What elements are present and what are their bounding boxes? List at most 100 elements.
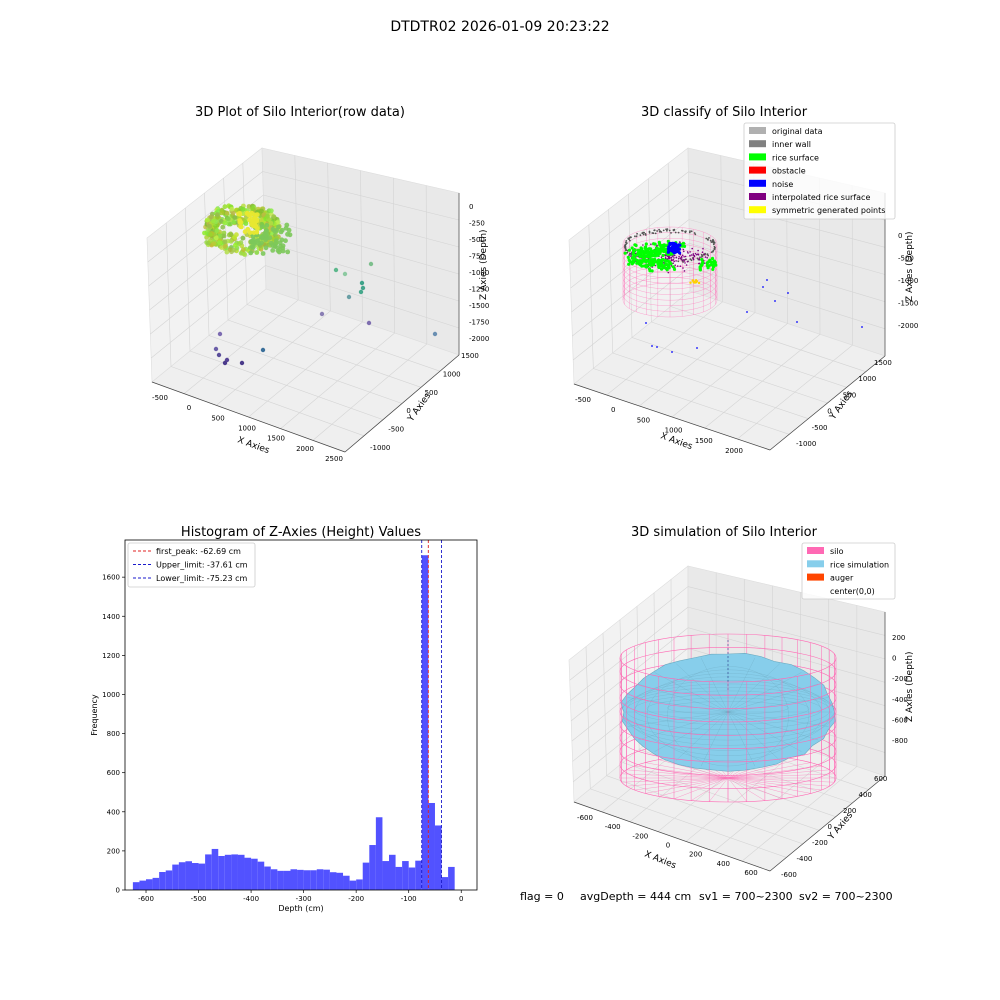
interpolated-point (682, 267, 684, 269)
panel2-legend-frame (743, 122, 896, 220)
panel2-z-tick-labels: 0 -500 -1000 -1500 -2000 (898, 232, 918, 330)
histogram-bar (132, 882, 140, 890)
raw-point (260, 251, 266, 256)
rice-surface-point (711, 265, 716, 269)
tick-label: 200 (689, 851, 702, 859)
inner-wall-point (643, 231, 645, 234)
noise-point (796, 321, 798, 323)
inner-wall-point (705, 237, 708, 240)
raw-point (268, 208, 274, 214)
tick-label: -1000 (898, 277, 918, 285)
tick-label: -600 (892, 716, 908, 724)
x-tick-label: -200 (348, 895, 364, 903)
tick-label: -2000 (898, 322, 918, 330)
histogram-bars (132, 555, 455, 890)
panel4-legend-frame (801, 542, 896, 600)
histogram-bar (152, 877, 160, 890)
rice-surface-point (664, 262, 668, 266)
tick-label: 1000 (858, 375, 876, 383)
inner-wall-point (626, 251, 629, 254)
tick-label: -500 (898, 255, 914, 263)
tick-label: 0 (898, 232, 902, 240)
rice-surface-point (631, 252, 635, 256)
raw-point (285, 249, 291, 255)
grid-line (312, 343, 428, 441)
inner-wall-point (642, 233, 645, 236)
y-tick-label: 200 (107, 847, 120, 855)
panel2-legend: original data inner wall rice surface obsta… (743, 122, 896, 220)
raw-point (252, 216, 257, 221)
noise-point (676, 245, 680, 249)
rice-surface-point (638, 259, 643, 263)
interpolated-point (673, 257, 675, 259)
interpolated-point (680, 256, 683, 259)
interpolated-point (679, 257, 682, 259)
x-axis-line (151, 381, 346, 453)
rice-surface-point (709, 260, 714, 264)
raw-point (208, 238, 213, 244)
interpolated-point (703, 253, 706, 256)
panel4-legend-items: silo rice simulation auger center(0,0) (807, 547, 889, 596)
x-axis-line (573, 801, 771, 872)
rice-surface-point (631, 260, 636, 264)
histogram-x-axis-label: Depth (cm) (278, 904, 323, 913)
raw-point (244, 210, 250, 216)
rice-surface-point (662, 243, 666, 247)
silo-floor-spoke (621, 773, 729, 779)
noise-point (213, 346, 219, 352)
interpolated-point (676, 265, 679, 267)
rice-surface-point (699, 263, 703, 267)
grid-line (570, 606, 689, 701)
rice-surface-point (665, 268, 669, 272)
silo-floor-spoke (690, 777, 729, 801)
silo-floor-spoke (727, 777, 830, 787)
histogram-x-ticks: -600 -500 -400 -300 -200 -100 0 (138, 890, 463, 903)
raw-point (202, 230, 207, 236)
noise-point (673, 242, 678, 246)
tick-label: -200 (812, 839, 828, 847)
rice-surface-point (657, 265, 661, 269)
interpolated-point (706, 257, 708, 259)
noise-point (222, 360, 228, 366)
histogram-bar (237, 854, 245, 890)
noise-point (668, 242, 672, 247)
raw-point (211, 218, 216, 224)
silo-floor-spoke (727, 777, 766, 801)
histogram-bar (218, 855, 225, 890)
interpolated-point (684, 262, 686, 264)
histogram-bar (139, 880, 147, 890)
raw-point (261, 212, 267, 218)
inner-wall-point (630, 236, 632, 239)
tick-label: 0 (611, 406, 615, 414)
inner-wall-point (636, 232, 638, 235)
raw-point (263, 237, 268, 243)
silo-floor-spoke (626, 769, 729, 779)
y-axis-line (769, 355, 886, 451)
tick-label: 0 (827, 408, 831, 416)
rice-surface-point (630, 256, 635, 260)
noise-point (319, 311, 325, 317)
legend-label: interpolated rice surface (772, 193, 870, 202)
tick-label: 200 (843, 807, 856, 815)
inner-wall-point (714, 246, 716, 249)
interpolated-point (672, 259, 675, 261)
noise-point (774, 300, 776, 302)
legend-label: auger (830, 574, 854, 583)
histogram-bar (251, 858, 258, 890)
noise-point (787, 292, 789, 294)
noise-point (360, 285, 366, 291)
rice-surface-point (644, 265, 649, 269)
raw-point (280, 248, 286, 254)
grid-line (687, 606, 886, 660)
histogram-y-ticks: 0 200 400 600 800 1000 1200 1400 1600 (102, 574, 125, 895)
silo-floor-spoke (727, 769, 830, 779)
interpolated-point (694, 252, 697, 255)
raw-point (271, 214, 277, 220)
histogram-bar (434, 825, 442, 890)
raw-point (214, 228, 220, 234)
inner-wall-point (710, 251, 713, 254)
raw-point (268, 220, 274, 226)
inner-wall-point (700, 253, 703, 256)
legend-label: Upper_limit: -37.61 cm (156, 561, 248, 570)
raw-point (264, 228, 269, 234)
